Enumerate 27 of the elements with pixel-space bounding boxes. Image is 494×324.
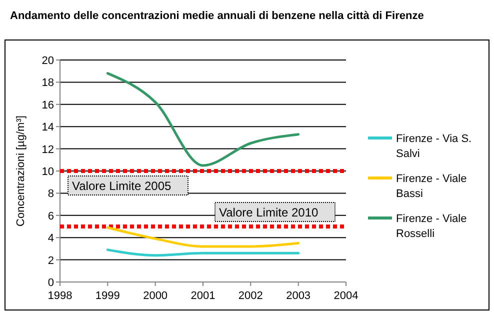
line-series (106, 226, 300, 248)
ref-line-label: Valore Limite 2010 (219, 206, 318, 220)
x-tick-label: 2001 (190, 290, 216, 302)
y-tick-label: 4 (48, 232, 54, 245)
ref-line-label: Valore Limite 2005 (72, 179, 172, 193)
y-tick-label: 20 (42, 55, 54, 67)
x-tick-label: 2000 (143, 290, 168, 302)
legend-label: Firenze - Viale Rosselli (396, 213, 467, 240)
y-tick-label: 16 (42, 99, 54, 112)
y-tick-label: 18 (42, 77, 54, 90)
y-tick-label: 10 (42, 166, 54, 178)
y-tick-label: 14 (42, 122, 54, 134)
x-tick-label: 2003 (286, 290, 311, 302)
x-tick-label: 1999 (95, 290, 120, 302)
legend-label: Firenze - Viale Bassi (396, 173, 467, 200)
y-tick-label: 6 (48, 210, 54, 222)
y-tick-label: 12 (42, 144, 54, 156)
line-series (106, 72, 300, 167)
y-tick-label: 0 (48, 277, 54, 289)
y-axis-title: Concentrazioni [µg/m³] (15, 116, 27, 226)
legend-label: Firenze - Via S. Salvi (396, 133, 472, 160)
y-tick-label: 8 (48, 188, 54, 200)
chart-title: Andamento delle concentrazioni medie annuali di benzene nella città di Firenze (10, 10, 424, 22)
x-tick-label: 2004 (334, 290, 358, 302)
x-tick-label: 2002 (238, 290, 263, 302)
y-tick-label: 2 (48, 254, 54, 267)
x-tick-label: 1998 (48, 290, 72, 302)
